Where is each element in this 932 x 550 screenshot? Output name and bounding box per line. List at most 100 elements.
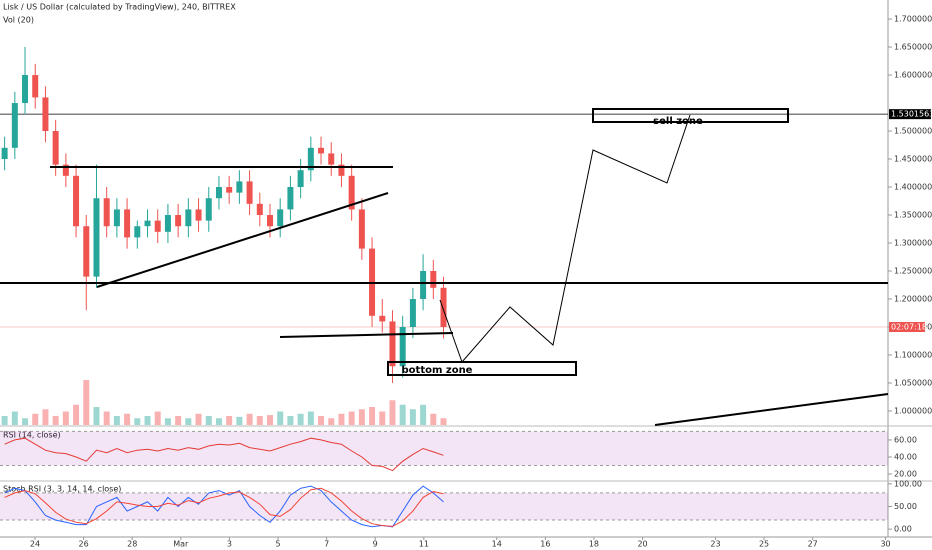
- annotation: sell zone: [653, 116, 703, 127]
- indicator-line: [4, 485, 444, 528]
- x-tick-label: 3: [227, 540, 232, 549]
- y-tick-label: 50.00: [894, 502, 917, 511]
- volume-bar: [144, 416, 151, 425]
- candle-body: [1, 147, 8, 160]
- volume-bar: [103, 411, 110, 425]
- candle-body: [440, 287, 447, 328]
- volume-bar: [62, 411, 69, 425]
- level-label: 1.53015639: [891, 110, 932, 119]
- projection: [439, 114, 691, 363]
- y-tick-label: 1.45000000: [894, 155, 932, 164]
- volume-bar: [338, 413, 345, 425]
- volume-bar: [226, 416, 233, 425]
- volume-bar: [175, 416, 182, 425]
- volume-bar: [11, 411, 18, 425]
- candle-body: [103, 198, 110, 227]
- candle-body: [399, 327, 406, 367]
- countdown-tag: [889, 322, 925, 333]
- y-tick-label: 40.00: [894, 452, 917, 461]
- annotation: bottom zone: [402, 365, 473, 376]
- candle-body: [266, 215, 273, 227]
- x-tick-label: 30: [880, 540, 890, 549]
- countdown: 02:07:18: [891, 323, 927, 332]
- volume-bar: [409, 409, 416, 425]
- volume-bar: [389, 400, 396, 425]
- y-tick-label: 0.00: [894, 525, 912, 534]
- y-tick-label: 1.40000000: [894, 183, 932, 192]
- stoch-label: Stoch RSI (3, 3, 14, 14, close): [3, 485, 121, 494]
- rsi-label: RSI (14, close): [3, 431, 61, 440]
- candle-body: [328, 153, 335, 165]
- candle-body: [52, 131, 59, 165]
- indicator-line: [4, 437, 444, 472]
- volume-bar: [185, 418, 192, 425]
- volume-label: Vol (20): [3, 16, 34, 25]
- volume-bar: [297, 413, 304, 425]
- volume-bar: [399, 404, 406, 425]
- candle-body: [409, 299, 416, 328]
- candle-body: [32, 75, 39, 98]
- candle-body: [379, 315, 386, 322]
- candle-body: [338, 164, 345, 176]
- volume-bar: [379, 411, 386, 425]
- candle-body: [246, 181, 253, 204]
- trend-line: [654, 393, 889, 426]
- volume-bar: [22, 418, 29, 425]
- volume-bar: [124, 413, 131, 425]
- candle-body: [205, 198, 212, 221]
- candle-body: [430, 271, 437, 288]
- title: Lisk / US Dollar (calculated by TradingV…: [3, 3, 236, 12]
- candle-body: [22, 75, 29, 104]
- candle-body: [144, 220, 151, 227]
- x-tick-label: 18: [589, 540, 599, 549]
- trend-line: [96, 192, 389, 288]
- band: [0, 431, 888, 466]
- x-tick-label: 27: [808, 540, 818, 549]
- volume-bar: [215, 418, 222, 425]
- y-tick-label: 1.50000000: [894, 127, 932, 136]
- candle-body: [226, 187, 233, 193]
- x-tick-label: 24: [30, 540, 40, 549]
- candle-body: [297, 170, 304, 188]
- y-tick-label: 20.00: [894, 470, 917, 479]
- volume-bar: [32, 413, 39, 425]
- x-tick-label: 11: [419, 540, 429, 549]
- candle-body: [256, 203, 263, 216]
- candle-body: [175, 215, 182, 227]
- sell-zone-box: [592, 108, 789, 123]
- volume-bar: [318, 416, 325, 425]
- indicator-line: [4, 487, 444, 527]
- volume-bar: [195, 413, 202, 425]
- candle-body: [93, 198, 100, 277]
- volume-bar: [205, 416, 212, 425]
- candle-body: [236, 181, 243, 193]
- candle-body: [42, 97, 49, 132]
- x-tick-label: 23: [710, 540, 720, 549]
- candle-body: [164, 215, 171, 232]
- y-tick-label: 100.00: [894, 479, 922, 488]
- volume-bar: [52, 416, 59, 425]
- volume-bar: [287, 416, 294, 425]
- x-tick-label: 16: [540, 540, 550, 549]
- volume-bar: [236, 416, 243, 425]
- x-tick-label: 28: [127, 540, 137, 549]
- candle-body: [62, 164, 69, 176]
- candle-body: [83, 226, 90, 277]
- volume-bar: [93, 407, 100, 425]
- candle-body: [358, 209, 365, 249]
- candle-body: [11, 103, 18, 148]
- candle-body: [134, 226, 141, 238]
- y-tick-label: 1.60000000: [894, 71, 932, 80]
- volume-bar: [73, 404, 80, 425]
- candle-body: [154, 220, 161, 232]
- x-tick-label: 20: [637, 540, 647, 549]
- volume-bar: [369, 407, 376, 425]
- y-tick-label: 1.30000000: [894, 239, 932, 248]
- candle-body: [185, 209, 192, 227]
- y-tick-label: 1.70000000: [894, 15, 932, 24]
- candle-body: [420, 271, 427, 300]
- y-tick-label: 1.10000000: [894, 351, 932, 360]
- drawings: [0, 108, 889, 426]
- y-tick-label: 1.35000000: [894, 211, 932, 220]
- volume-bar: [42, 409, 49, 425]
